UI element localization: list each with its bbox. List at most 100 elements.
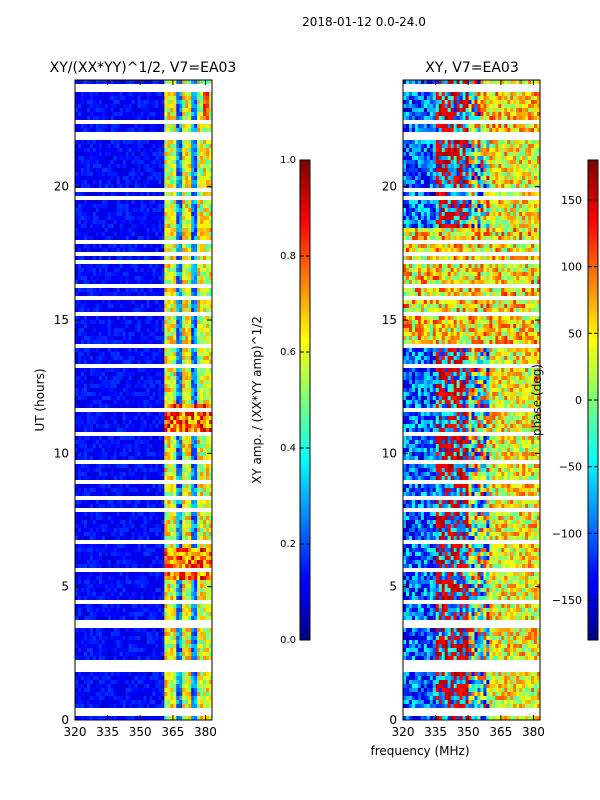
amplitude-cell bbox=[167, 428, 171, 433]
amplitude-cell bbox=[125, 272, 130, 277]
amplitude-cell bbox=[161, 104, 165, 109]
amplitude-cell bbox=[104, 80, 109, 85]
amplitude-cell bbox=[101, 368, 106, 373]
amplitude-cell bbox=[203, 100, 207, 105]
amplitude-cell bbox=[83, 140, 88, 145]
amplitude-cell bbox=[170, 532, 174, 537]
amplitude-cell bbox=[107, 372, 112, 377]
amplitude-cell bbox=[203, 144, 207, 149]
amplitude-cell bbox=[80, 204, 85, 209]
amplitude-cell bbox=[167, 108, 171, 113]
amplitude-cell bbox=[170, 324, 174, 329]
amplitude-cell bbox=[77, 524, 82, 529]
amplitude-cell bbox=[167, 544, 171, 549]
amplitude-cell bbox=[176, 560, 180, 565]
amplitude-cell bbox=[143, 588, 147, 593]
amplitude-cell bbox=[140, 424, 144, 429]
amplitude-cell bbox=[98, 96, 103, 101]
amplitude-cell bbox=[191, 360, 195, 365]
amplitude-cell bbox=[188, 164, 192, 169]
amplitude-cell bbox=[164, 308, 168, 313]
amplitude-cell bbox=[143, 596, 147, 601]
amplitude-cell bbox=[134, 428, 139, 433]
amplitude-cell bbox=[155, 140, 159, 145]
amplitude-cell bbox=[206, 576, 210, 581]
amplitude-cell bbox=[203, 224, 207, 229]
amplitude-cell bbox=[176, 256, 180, 261]
amplitude-cell bbox=[188, 276, 192, 281]
amplitude-cell bbox=[98, 392, 103, 397]
amplitude-cell bbox=[131, 228, 136, 233]
amplitude-cell bbox=[191, 576, 195, 581]
amplitude-cell bbox=[137, 340, 142, 345]
amplitude-cell bbox=[206, 524, 210, 529]
amplitude-cell bbox=[122, 316, 127, 321]
amplitude-cell bbox=[113, 464, 118, 469]
amplitude-cell bbox=[158, 556, 162, 561]
amplitude-cell bbox=[140, 288, 144, 293]
amplitude-cell bbox=[92, 504, 97, 509]
amplitude-cell bbox=[75, 316, 79, 321]
amplitude-cell bbox=[113, 304, 118, 309]
amplitude-cell bbox=[101, 456, 106, 461]
amplitude-cell bbox=[92, 448, 97, 453]
amplitude-cell bbox=[125, 288, 130, 293]
amplitude-cell bbox=[146, 560, 150, 565]
amplitude-cell bbox=[119, 152, 124, 157]
amplitude-cell bbox=[77, 308, 82, 313]
amplitude-cell bbox=[110, 340, 115, 345]
amplitude-cell bbox=[107, 516, 112, 521]
amplitude-cell bbox=[149, 580, 153, 585]
amplitude-cell bbox=[131, 320, 136, 325]
amplitude-cell bbox=[191, 428, 195, 433]
amplitude-cell bbox=[86, 420, 91, 425]
amplitude-cell bbox=[89, 316, 94, 321]
amplitude-cell bbox=[122, 212, 127, 217]
amplitude-cell bbox=[128, 116, 133, 121]
amplitude-cell bbox=[179, 428, 183, 433]
amplitude-cell bbox=[131, 204, 136, 209]
amplitude-cell bbox=[170, 292, 174, 297]
amplitude-cell bbox=[173, 576, 177, 581]
amplitude-cell bbox=[107, 572, 112, 577]
amplitude-cell bbox=[92, 560, 97, 565]
amplitude-cell bbox=[200, 172, 204, 177]
amplitude-cell bbox=[167, 372, 171, 377]
amplitude-cell bbox=[104, 204, 109, 209]
amplitude-cell bbox=[185, 140, 189, 145]
amplitude-cell bbox=[194, 276, 198, 281]
amplitude-cell bbox=[86, 552, 91, 557]
amplitude-cell bbox=[137, 172, 142, 177]
amplitude-cell bbox=[125, 356, 130, 361]
amplitude-cell bbox=[206, 336, 210, 341]
amplitude-cell bbox=[146, 448, 150, 453]
amplitude-cell bbox=[113, 108, 118, 113]
amplitude-cell bbox=[143, 524, 147, 529]
amplitude-cell bbox=[176, 320, 180, 325]
amplitude-cell bbox=[143, 256, 147, 261]
amplitude-cell bbox=[170, 92, 174, 97]
amplitude-cell bbox=[188, 532, 192, 537]
amplitude-cell bbox=[137, 352, 142, 357]
amplitude-cell bbox=[98, 456, 103, 461]
amplitude-cell bbox=[104, 92, 109, 97]
amplitude-cell bbox=[188, 332, 192, 337]
amplitude-cell bbox=[83, 572, 88, 577]
amplitude-cell bbox=[149, 92, 153, 97]
amplitude-cell bbox=[140, 320, 144, 325]
amplitude-cell bbox=[182, 592, 186, 597]
amplitude-cell bbox=[77, 516, 82, 521]
amplitude-cell bbox=[116, 208, 121, 213]
amplitude-cell bbox=[119, 468, 124, 473]
amplitude-cell bbox=[80, 300, 85, 305]
amplitude-cell bbox=[125, 348, 130, 353]
amplitude-cell bbox=[98, 384, 103, 389]
amplitude-cell bbox=[185, 564, 189, 569]
amplitude-cell bbox=[152, 300, 156, 305]
amplitude-cell bbox=[131, 340, 136, 345]
amplitude-cell bbox=[86, 332, 91, 337]
amplitude-cell bbox=[155, 564, 159, 569]
amplitude-cell bbox=[146, 236, 150, 241]
amplitude-cell bbox=[128, 584, 133, 589]
amplitude-cell bbox=[140, 464, 144, 469]
